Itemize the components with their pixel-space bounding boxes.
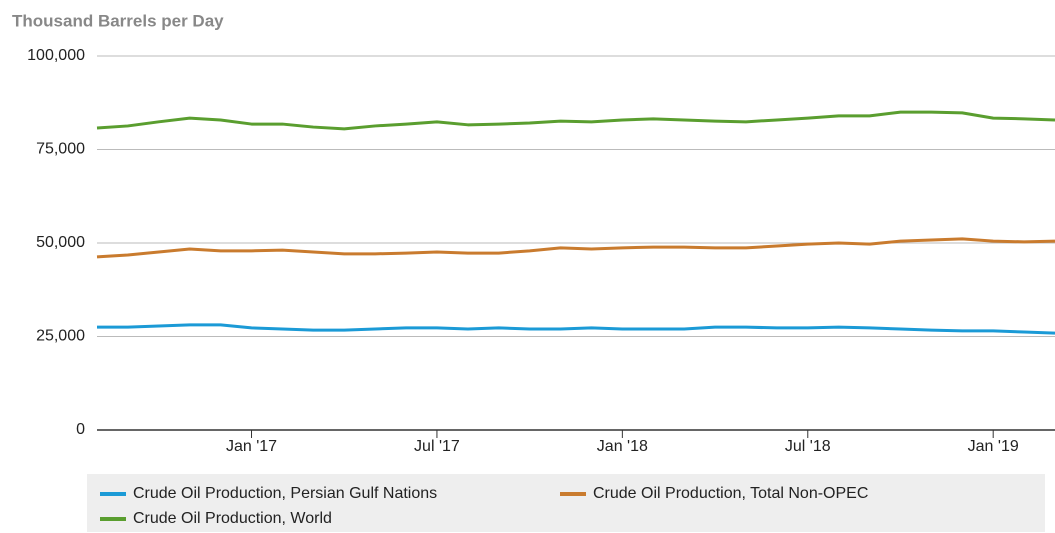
- legend-label: Crude Oil Production, World: [133, 510, 332, 527]
- series-line: [97, 323, 1055, 335]
- x-tick-label: Jan '17: [226, 438, 277, 455]
- legend-label: Crude Oil Production, Total Non-OPEC: [593, 485, 868, 502]
- legend-label: Crude Oil Production, Persian Gulf Natio…: [133, 485, 437, 502]
- y-tick-label: 100,000: [27, 47, 85, 64]
- legend-background: [87, 474, 1045, 532]
- x-tick-label: Jul '18: [785, 438, 831, 455]
- series-line: [96, 237, 1055, 259]
- x-tick-label: Jan '18: [597, 438, 648, 455]
- y-tick-label: 50,000: [36, 234, 85, 251]
- x-tick-label: Jul '17: [414, 438, 460, 455]
- y-tick-label: 0: [76, 421, 85, 438]
- series-line: [96, 110, 1055, 131]
- y-axis-label: Thousand Barrels per Day: [12, 11, 224, 30]
- y-tick-label: 25,000: [36, 328, 85, 345]
- x-tick-label: Jan '19: [968, 438, 1019, 455]
- y-tick-label: 75,000: [36, 141, 85, 158]
